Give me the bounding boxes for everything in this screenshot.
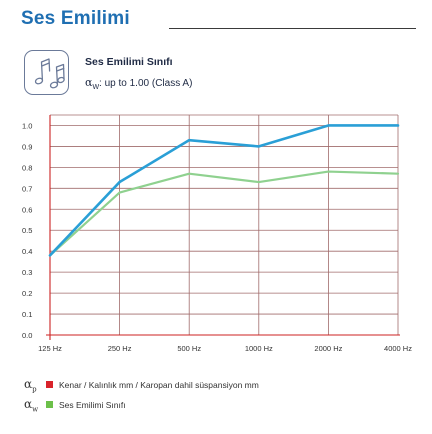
y-tick-label: 0.3 <box>22 268 32 277</box>
y-tick-label: 0.6 <box>22 205 32 214</box>
info-subtitle: αW: up to 1.00 (Class A) <box>85 76 192 91</box>
y-tick-label: 0.1 <box>22 310 32 319</box>
y-tick-label: 0.0 <box>22 331 32 340</box>
x-tick-label: 4000 Hz <box>384 344 412 353</box>
series-point-aw <box>397 172 399 175</box>
title-row: Ses Emilimi <box>21 8 421 36</box>
y-tick-label: 1.0 <box>22 121 32 130</box>
legend-symbol-aw: αw <box>24 397 39 414</box>
series-point-ap <box>258 145 260 148</box>
x-tick-label: 1000 Hz <box>245 344 273 353</box>
info-title: Ses Emilimi Sınıfı <box>85 56 173 68</box>
alpha-symbol: α <box>85 76 93 89</box>
legend-swatch-ap <box>46 381 53 389</box>
x-tick-label: 125 Hz <box>38 344 62 353</box>
y-tick-label: 0.4 <box>22 247 32 256</box>
series-point-aw <box>188 172 190 175</box>
title-rule <box>169 28 416 29</box>
legend-symbol-ap: αp <box>24 377 37 394</box>
series-line-ap <box>48 124 400 257</box>
series-point-ap <box>49 254 51 257</box>
series-point-ap <box>327 124 330 127</box>
absorption-chart: 0.0 0.1 0.2 0.3 0.4 0.5 0.6 0.7 0.8 0.9 1.0 125 Hz 2… <box>22 114 412 353</box>
music-notes-icon <box>24 50 69 95</box>
series-point-aw <box>258 181 260 183</box>
info-value: : up to 1.00 (Class A) <box>99 78 193 89</box>
legend-item-aw: αw Ses Emilimi Sınıfı <box>24 397 126 413</box>
legend-label-aw: Ses Emilimi Sınıfı <box>59 400 126 410</box>
alpha-subscript: W <box>92 84 100 91</box>
legend-label-ap: Kenar / Kalınlık mm / Karopan dahil süsp… <box>59 380 259 390</box>
series-point-ap <box>118 181 121 183</box>
x-tick-label: 500 Hz <box>177 344 201 353</box>
y-tick-label: 0.5 <box>22 226 32 235</box>
legend-swatch-aw <box>46 401 53 409</box>
series-point-ap <box>397 124 399 127</box>
y-tick-label: 0.8 <box>22 163 32 172</box>
legend-item-ap: αp Kenar / Kalınlık mm / Karopan dahil sü… <box>24 377 259 393</box>
series-point-aw <box>327 170 330 173</box>
y-tick-label: 0.2 <box>22 289 32 298</box>
x-tick-label: 2000 Hz <box>314 344 342 353</box>
y-tick-label: 0.9 <box>22 142 32 151</box>
y-tick-label: 0.7 <box>22 184 32 193</box>
series-line-aw <box>48 170 400 257</box>
series-point-aw <box>118 191 121 194</box>
page-title: Ses Emilimi <box>21 8 130 29</box>
series-point-ap <box>188 139 190 141</box>
x-tick-label: 250 Hz <box>108 344 132 353</box>
